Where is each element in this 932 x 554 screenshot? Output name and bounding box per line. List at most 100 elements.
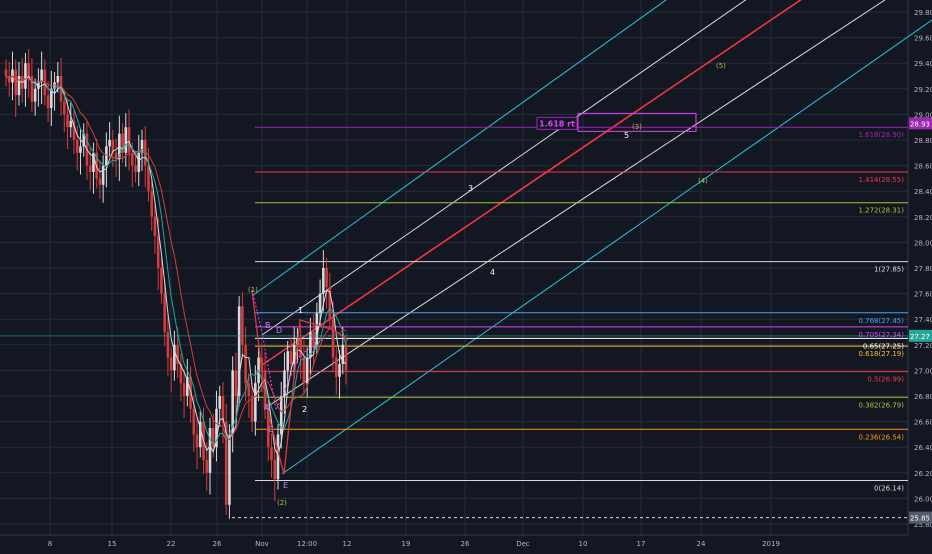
candle-body xyxy=(325,268,328,288)
pattern-label: D xyxy=(276,326,282,335)
candle-body xyxy=(147,165,150,192)
y-tick-label: 28.40 xyxy=(914,188,932,196)
pattern-label: A xyxy=(264,403,270,412)
candle-body xyxy=(266,408,270,448)
candle-body xyxy=(344,344,348,371)
pitchfork-label: 2 xyxy=(302,405,307,414)
candle-body xyxy=(305,357,309,384)
candle-body xyxy=(322,268,325,294)
candle-body xyxy=(244,344,247,384)
candle-body xyxy=(127,127,131,153)
candle-body xyxy=(153,216,157,236)
candle-body xyxy=(211,428,215,448)
pitchfork-label: 3 xyxy=(468,184,473,193)
candle-body xyxy=(30,76,34,102)
candle-body xyxy=(121,133,124,153)
candle-body xyxy=(75,140,79,153)
candle-body xyxy=(328,287,332,320)
candle-body xyxy=(176,344,179,364)
fib-level-label: 1.414(28.55) xyxy=(858,176,904,184)
candle-body xyxy=(79,146,82,153)
pattern-label: B xyxy=(265,321,271,330)
x-tick-label: 26 xyxy=(461,540,470,548)
candle-body xyxy=(27,63,30,76)
candle-body xyxy=(56,76,60,83)
candle-body xyxy=(173,344,176,371)
pattern-dashed xyxy=(251,289,331,412)
y-tick-label: 25.80 xyxy=(914,521,932,529)
pitchfork-label: 4 xyxy=(490,268,495,277)
target-label-box xyxy=(536,116,578,130)
y-tick-label: 28.60 xyxy=(914,163,932,171)
pitchfork-label: 5 xyxy=(624,131,629,140)
y-tick-label: 27.00 xyxy=(914,367,932,375)
x-tick-label: 12:00 xyxy=(297,540,317,548)
y-tick-label: 26.60 xyxy=(914,419,932,427)
y-tick-label: 26.00 xyxy=(914,495,932,503)
candle-body xyxy=(315,312,319,345)
price-tag-bg xyxy=(909,511,932,524)
candle-body xyxy=(101,165,105,185)
fib-level-label: 1(27.85) xyxy=(874,266,904,274)
candle-body xyxy=(286,351,290,371)
candle-body xyxy=(250,396,254,422)
candle-body xyxy=(237,306,241,396)
candle-body xyxy=(182,383,186,396)
candle-body xyxy=(166,332,170,358)
pattern-label: C xyxy=(268,425,274,434)
candle-body xyxy=(114,152,118,160)
x-tick-label: 24 xyxy=(697,540,706,548)
candle-body xyxy=(289,351,293,364)
candle-body xyxy=(299,338,302,358)
price-tag-label: 25.85 xyxy=(910,515,930,523)
x-tick-label: Dec xyxy=(516,540,530,548)
candle-body xyxy=(111,140,115,153)
x-tick-label: 12 xyxy=(343,540,352,548)
pitchfork-upper-inner xyxy=(261,0,747,336)
candle-body xyxy=(341,344,345,364)
candle-body xyxy=(179,364,183,384)
fib-level-label: 0.5(26.99) xyxy=(867,376,904,384)
moving-average-fast xyxy=(5,75,347,457)
pitchfork-upper-outer xyxy=(251,0,667,297)
candle-body xyxy=(4,69,8,76)
y-tick-label: 29.40 xyxy=(914,60,932,68)
wave-label: (3) xyxy=(632,123,642,131)
y-tick-label: 26.80 xyxy=(914,393,932,401)
candle-body xyxy=(108,140,111,147)
y-tick-label: 26.20 xyxy=(914,470,932,478)
y-tick-label: 27.40 xyxy=(914,316,932,324)
candle-body xyxy=(33,88,37,102)
candle-body xyxy=(192,408,196,435)
candle-body xyxy=(156,236,160,268)
wave-label: (5) xyxy=(716,62,726,70)
candle-body xyxy=(224,421,228,505)
candle-body xyxy=(218,396,222,409)
candle-body xyxy=(309,332,312,358)
candle-body xyxy=(279,396,283,435)
candle-body xyxy=(334,357,338,377)
candle-body xyxy=(17,76,21,96)
x-tick-label: 15 xyxy=(108,540,117,548)
moving-average-slow xyxy=(5,75,347,441)
candle-body xyxy=(143,140,147,166)
candle-body xyxy=(270,447,273,460)
candle-body xyxy=(24,63,27,89)
candle-body xyxy=(247,383,251,396)
x-tick-label: 17 xyxy=(637,540,646,548)
x-tick-label: 26 xyxy=(213,540,222,548)
candle-body xyxy=(331,319,335,358)
candle-body xyxy=(198,421,202,448)
candle-body xyxy=(338,364,341,377)
candle-body xyxy=(195,434,199,448)
candle-body xyxy=(40,69,43,83)
y-tick-label: 28.00 xyxy=(914,239,932,247)
y-tick-label: 28.80 xyxy=(914,137,932,145)
pattern-label: E xyxy=(283,481,288,490)
wave-label: (2) xyxy=(277,499,287,507)
x-tick-label: Nov xyxy=(255,540,269,548)
candle-body xyxy=(215,408,218,448)
y-tick-label: 29.00 xyxy=(914,111,932,119)
candle-body xyxy=(14,69,18,96)
